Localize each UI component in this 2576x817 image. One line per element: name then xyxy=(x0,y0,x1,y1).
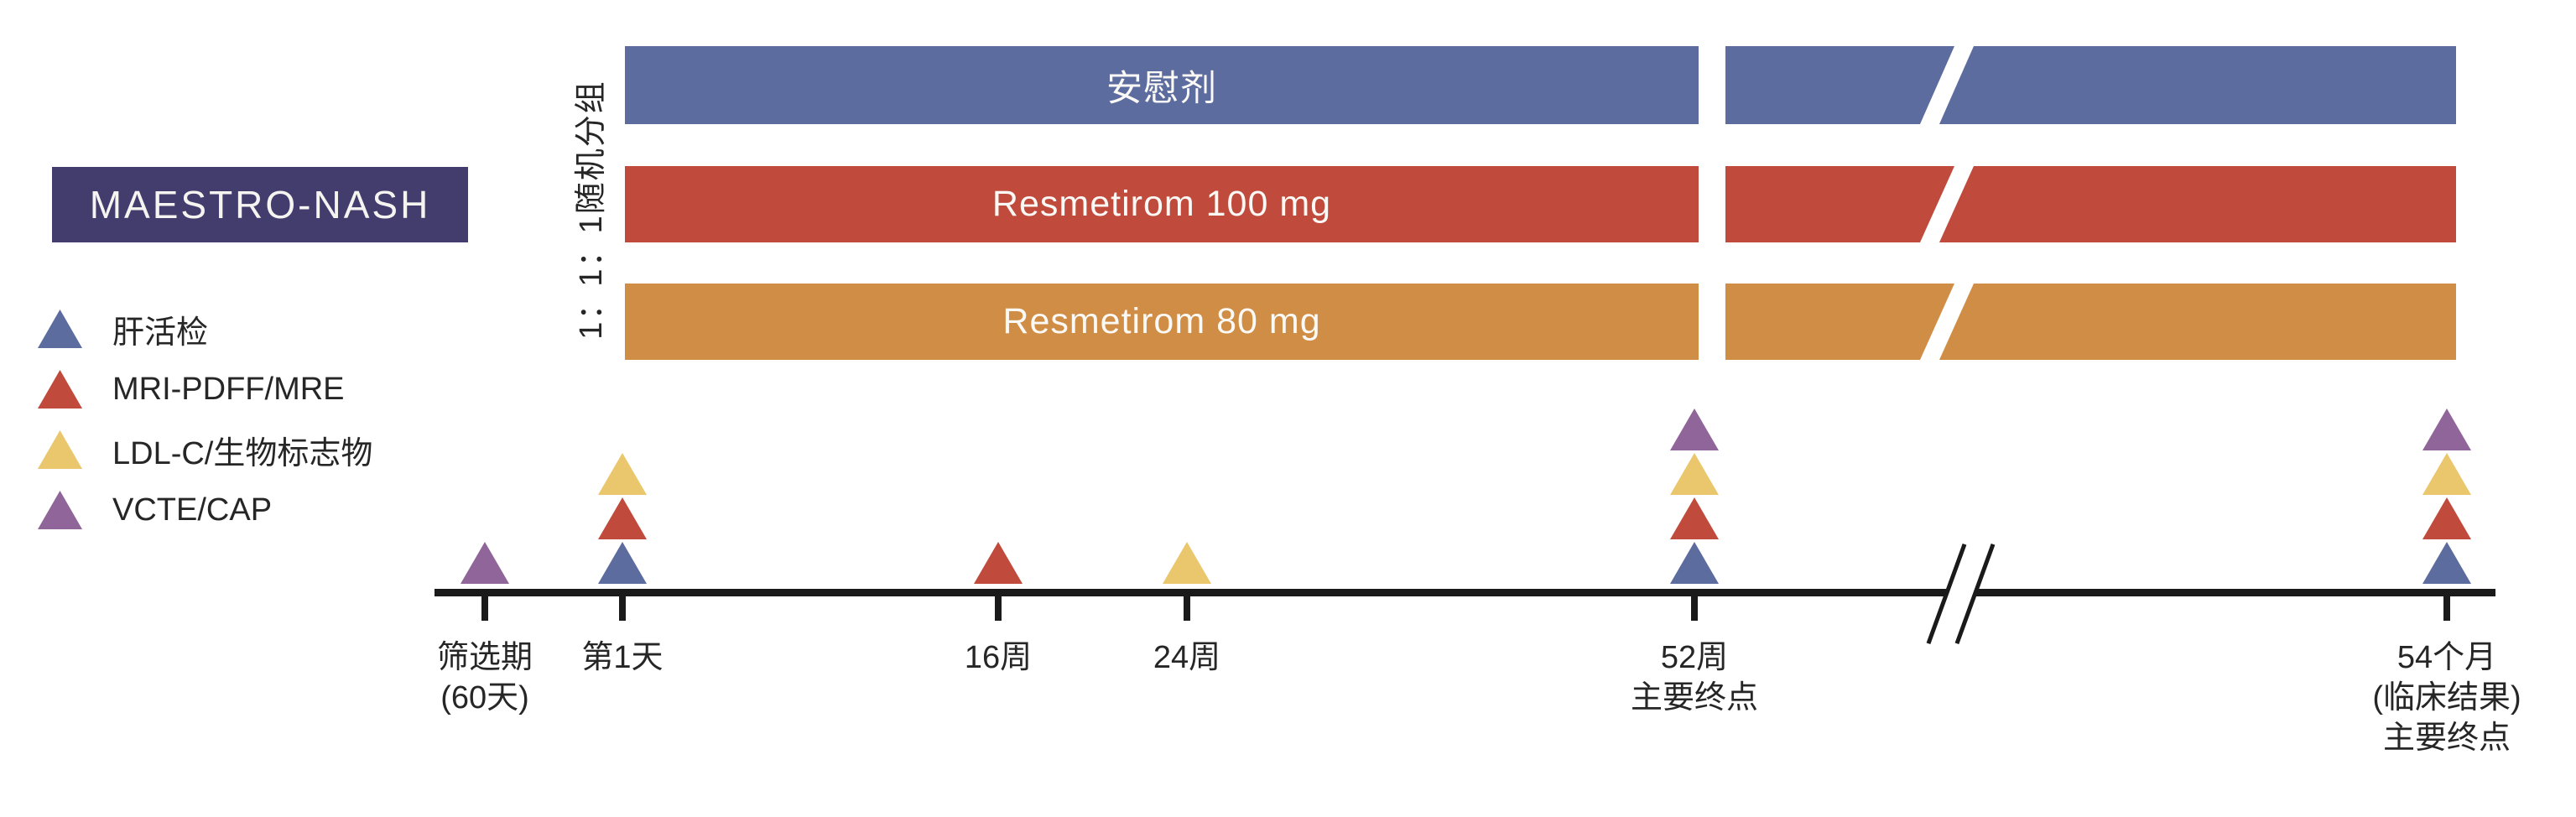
markers-week-52 xyxy=(1670,408,1719,584)
markers-week-24 xyxy=(1163,542,1211,584)
tick-week-16 xyxy=(995,591,1002,621)
legend-item-mri-pdff-mre: MRI-PDFF/MRE xyxy=(38,366,372,413)
legend-label: MRI-PDFF/MRE xyxy=(112,371,345,407)
marker-triangle-icon xyxy=(598,453,647,495)
triangle-icon xyxy=(38,370,82,408)
randomization-label: 1：1：1随机分组 xyxy=(573,80,609,340)
trial-title: MAESTRO-NASH xyxy=(89,183,431,226)
markers-week-16 xyxy=(974,542,1023,584)
tick-week-52 xyxy=(1691,591,1698,621)
arm-bar-resmetirom-100mg: Resmetirom 100 mg xyxy=(625,166,2456,242)
marker-triangle-icon xyxy=(1670,542,1719,584)
marker-triangle-icon xyxy=(1670,497,1719,539)
bar-segment xyxy=(625,284,1699,360)
tick-screening xyxy=(481,591,488,621)
bar-segment xyxy=(1939,46,2456,124)
marker-triangle-icon xyxy=(2422,408,2471,450)
bar-segment xyxy=(1939,284,2456,360)
marker-triangle-icon xyxy=(1670,453,1719,495)
legend-item-liver-biopsy: 肝活检 xyxy=(38,305,372,352)
tick-month-54 xyxy=(2443,591,2450,621)
arm-label: 安慰剂 xyxy=(1106,68,1217,109)
markers-screening xyxy=(461,542,509,584)
timepoint-label-day-1: 第1天 xyxy=(581,640,664,675)
trial-title-box: MAESTRO-NASH xyxy=(52,167,468,242)
tick-week-24 xyxy=(1184,591,1190,621)
bar-segment xyxy=(1725,46,1954,124)
marker-triangle-icon xyxy=(461,542,509,584)
timepoint-label-week-24: 24周 xyxy=(1153,640,1221,675)
timepoint-label-month-54: 54个月 (临床结果) 主要终点 xyxy=(2372,640,2521,756)
timepoint-label-week-52: 52周 主要终点 xyxy=(1630,640,1758,716)
legend: 肝活检 MRI-PDFF/MRE LDL-C/生物标志物 VCTE/CAP xyxy=(38,305,372,533)
bar-segment xyxy=(625,46,1699,124)
timeline-axis xyxy=(435,589,2495,596)
marker-triangle-icon xyxy=(974,542,1023,584)
marker-triangle-icon xyxy=(2422,497,2471,539)
marker-triangle-icon xyxy=(1670,408,1719,450)
triangle-icon xyxy=(38,430,82,469)
triangle-icon xyxy=(38,491,82,529)
legend-item-ldl-c-biomarkers: LDL-C/生物标志物 xyxy=(38,426,372,473)
marker-triangle-icon xyxy=(598,542,647,584)
bar-segment xyxy=(1725,166,1954,242)
marker-triangle-icon xyxy=(2422,453,2471,495)
markers-month-54 xyxy=(2422,408,2471,584)
timepoint-label-screening: 筛选期 (60天) xyxy=(436,640,533,716)
legend-label: LDL-C/生物标志物 xyxy=(112,435,373,471)
legend-item-vcte-cap: VCTE/CAP xyxy=(38,487,372,533)
timepoint-label-week-16: 16周 xyxy=(964,640,1033,675)
arm-label: Resmetirom 80 mg xyxy=(1002,301,1321,341)
markers-day-1 xyxy=(598,453,647,584)
bar-segment xyxy=(1725,284,1954,360)
bar-segment xyxy=(625,166,1699,242)
bar-segment xyxy=(1939,166,2456,242)
marker-triangle-icon xyxy=(1163,542,1211,584)
tick-day-1 xyxy=(619,591,626,621)
legend-label: 肝活检 xyxy=(112,315,209,351)
arm-bar-placebo: 安慰剂 xyxy=(625,46,2456,124)
triangle-icon xyxy=(38,310,82,348)
legend-label: VCTE/CAP xyxy=(112,492,273,528)
marker-triangle-icon xyxy=(2422,542,2471,584)
arm-bar-resmetirom-80mg: Resmetirom 80 mg xyxy=(625,284,2456,360)
marker-triangle-icon xyxy=(598,497,647,539)
arm-label: Resmetirom 100 mg xyxy=(991,184,1332,224)
